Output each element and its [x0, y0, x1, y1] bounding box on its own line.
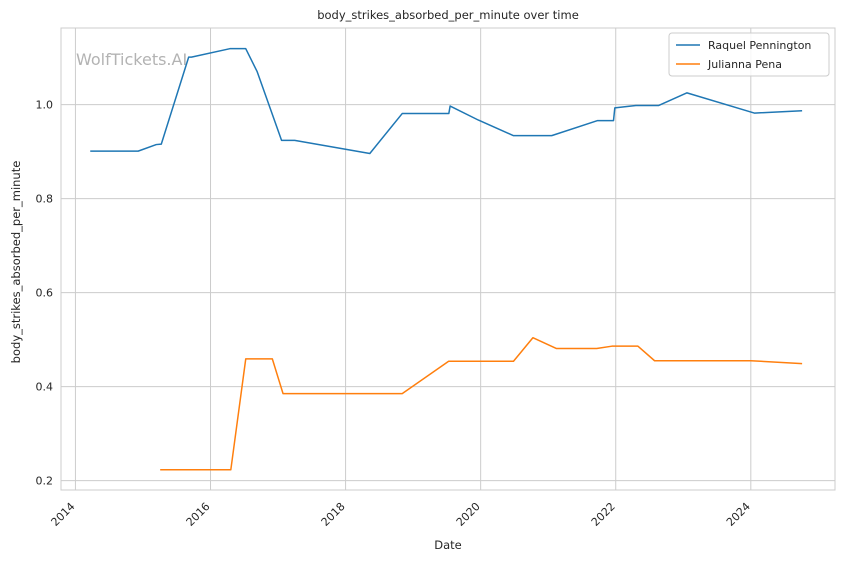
chart-title: body_strikes_absorbed_per_minute over ti… — [317, 8, 579, 22]
y-tick-label: 0.6 — [36, 287, 54, 300]
legend-box — [668, 32, 830, 77]
series-line-raquel-pennington — [90, 47, 803, 155]
y-tick-label: 0.2 — [36, 475, 54, 488]
plot-frame — [60, 27, 836, 491]
legend: Raquel Pennington Julianna Pena — [668, 32, 830, 77]
grid-lines — [61, 28, 835, 490]
series-lines — [90, 47, 803, 471]
y-tick-label: 0.4 — [36, 381, 54, 394]
y-tick-label: 1.0 — [36, 99, 54, 112]
series-line-julianna-pena — [160, 336, 803, 471]
y-tick-label: 0.8 — [36, 193, 54, 206]
y-axis-ticks: 0.2 0.4 0.6 0.8 1.0 — [36, 99, 54, 488]
y-axis-label: body_strikes_absorbed_per_minute — [9, 161, 23, 364]
x-axis-label: Date — [434, 538, 462, 552]
watermark-text: WolfTickets.AI — [76, 50, 187, 69]
legend-label-julianna-pena: Julianna Pena — [707, 58, 782, 71]
legend-label-raquel-pennington: Raquel Pennington — [708, 39, 811, 52]
